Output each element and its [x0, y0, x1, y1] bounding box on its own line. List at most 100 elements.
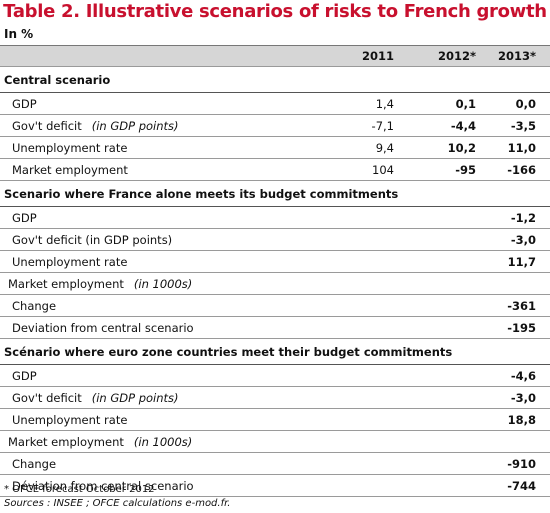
empty-cell	[330, 294, 394, 317]
header-row: 2011 2012* 2013*	[0, 45, 550, 67]
data-row: Unemployment rate 11,7	[0, 250, 550, 273]
column-header: 2013*	[476, 45, 550, 67]
label-text: Change	[12, 298, 57, 313]
row-label: Change	[0, 452, 330, 475]
value-cell: 1,4	[330, 92, 394, 115]
label-text: GDP	[12, 96, 37, 111]
label-text: Market employment	[12, 162, 128, 177]
note-line: * OFCE forecast October 2012	[4, 484, 155, 495]
row-label: Change	[0, 294, 330, 317]
data-row: Déviation from central scenario -744	[0, 474, 550, 497]
row-label: Market employment	[0, 158, 330, 181]
empty-cell	[394, 316, 476, 339]
value-cell: 9,4	[330, 136, 394, 159]
value-cell: 11,0	[476, 136, 550, 159]
empty-cell	[330, 430, 394, 453]
label-text: Déviation from central scenario	[12, 478, 194, 493]
value-cell: -744	[476, 474, 550, 497]
empty-cell	[394, 386, 476, 409]
data-row: Market employment (in 1000s)	[0, 272, 550, 295]
empty-cell	[394, 474, 476, 497]
empty-cell	[330, 408, 394, 431]
value-cell: -95	[394, 158, 476, 181]
empty-cell	[330, 386, 394, 409]
row-label: Unemployment rate	[0, 136, 330, 159]
unit: In %	[4, 27, 34, 41]
empty-cell	[394, 272, 476, 295]
data-row: GDP -4,6	[0, 364, 550, 387]
section-row: Scenario where France alone meets its bu…	[0, 180, 550, 207]
label-text: Market employment	[8, 434, 124, 449]
data-row: GDP -1,2	[0, 206, 550, 229]
data-row: Gov't deficit (in GDP points) -3,0	[0, 228, 550, 251]
value-cell: 10,2	[394, 136, 476, 159]
header-cell	[0, 45, 330, 67]
empty-cell	[476, 272, 550, 295]
data-row: Unemployment rate 18,8	[0, 408, 550, 431]
label-text: Change	[12, 456, 57, 471]
column-header: 2011	[330, 45, 394, 67]
notes: * OFCE forecast October 2012 Sources : IN…	[4, 483, 230, 511]
empty-cell	[394, 294, 476, 317]
data-row: Gov't deficit (in GDP points) -3,0	[0, 386, 550, 409]
empty-cell	[476, 430, 550, 453]
value-cell: -361	[476, 294, 550, 317]
label-text: GDP	[12, 210, 37, 225]
value-cell: 11,7	[476, 250, 550, 273]
value-cell: -7,1	[330, 114, 394, 137]
value-cell: -3,5	[476, 114, 550, 137]
column-header: 2012*	[394, 45, 476, 67]
empty-cell	[330, 452, 394, 475]
label-note: (in GDP points)	[91, 390, 179, 405]
row-label: Market employment (in 1000s)	[0, 272, 330, 295]
value-cell: 18,8	[476, 408, 550, 431]
note-line: Sources : INSEE ; OFCE calculations e-mo…	[4, 498, 231, 509]
empty-cell	[394, 430, 476, 453]
value-cell: -195	[476, 316, 550, 339]
empty-cell	[394, 228, 476, 251]
empty-cell	[330, 206, 394, 229]
label-text: Gov't deficit	[12, 118, 82, 133]
empty-cell	[394, 206, 476, 229]
row-label: Gov't deficit (in GDP points)	[0, 114, 330, 137]
section-row: Scénario where euro zone countries meet …	[0, 338, 550, 365]
data-row: Unemployment rate 9,4 10,2 11,0	[0, 136, 550, 159]
empty-cell	[330, 228, 394, 251]
data-row: GDP 1,4 0,1 0,0	[0, 92, 550, 115]
label-text: Gov't deficit	[12, 390, 82, 405]
empty-cell	[394, 452, 476, 475]
value-cell: -3,0	[476, 228, 550, 251]
empty-cell	[330, 272, 394, 295]
empty-cell	[330, 474, 394, 497]
table: 2011 2012* 2013* Central scenario GDP 1,4 0,1 0…	[0, 45, 550, 497]
empty-cell	[394, 250, 476, 273]
label-note: (in 1000s)	[133, 276, 193, 291]
row-label: Déviation from central scenario	[0, 474, 330, 497]
value-cell: -166	[476, 158, 550, 181]
value-cell: -3,0	[476, 386, 550, 409]
label-text: Unemployment rate	[12, 254, 128, 269]
section-heading: Scenario where France alone meets its bu…	[0, 180, 550, 207]
empty-cell	[394, 408, 476, 431]
value-cell: -910	[476, 452, 550, 475]
empty-cell	[330, 250, 394, 273]
section-row: Central scenario	[0, 66, 550, 93]
section-heading: Scénario where euro zone countries meet …	[0, 338, 550, 365]
label-text: Unemployment rate	[12, 412, 128, 427]
value-cell: -1,2	[476, 206, 550, 229]
data-row: Change -361	[0, 294, 550, 317]
data-row: Market employment (in 1000s)	[0, 430, 550, 453]
row-label: Gov't deficit (in GDP points)	[0, 228, 330, 251]
row-label: GDP	[0, 206, 330, 229]
value-cell: 0,0	[476, 92, 550, 115]
label-note: (in 1000s)	[133, 434, 193, 449]
value-cell: -4,4	[394, 114, 476, 137]
empty-cell	[330, 364, 394, 387]
label-note: (in GDP points)	[91, 118, 179, 133]
row-label: Market employment (in 1000s)	[0, 430, 330, 453]
label-text: Gov't deficit (in GDP points)	[12, 232, 173, 247]
empty-cell	[330, 316, 394, 339]
data-row: Market employment 104 -95 -166	[0, 158, 550, 181]
section-heading: Central scenario	[0, 66, 550, 93]
